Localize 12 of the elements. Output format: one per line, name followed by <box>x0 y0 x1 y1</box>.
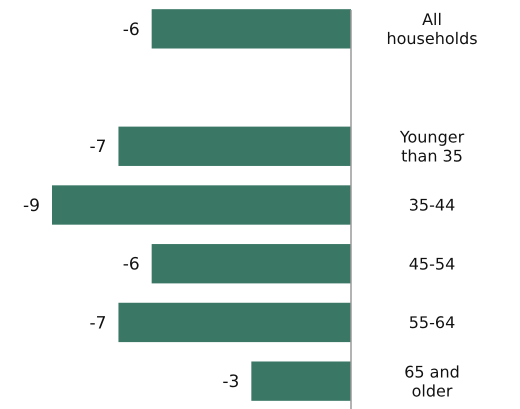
data-label: -6 <box>122 20 140 40</box>
y-tick-label: Younger than 35 <box>398 127 465 166</box>
data-label: -3 <box>222 372 240 392</box>
y-tick-label: 65 and older <box>404 362 460 400</box>
y-tick-label: All households <box>386 10 478 48</box>
data-label: -7 <box>89 313 106 334</box>
y-tick-label: 35-44 <box>408 196 456 215</box>
y-tick-label: 45-54 <box>408 254 456 274</box>
data-label: -7 <box>89 137 106 158</box>
y-tick-label: 55-64 <box>408 313 456 332</box>
data-label: -6 <box>122 254 140 275</box>
data-label: -9 <box>23 196 40 216</box>
